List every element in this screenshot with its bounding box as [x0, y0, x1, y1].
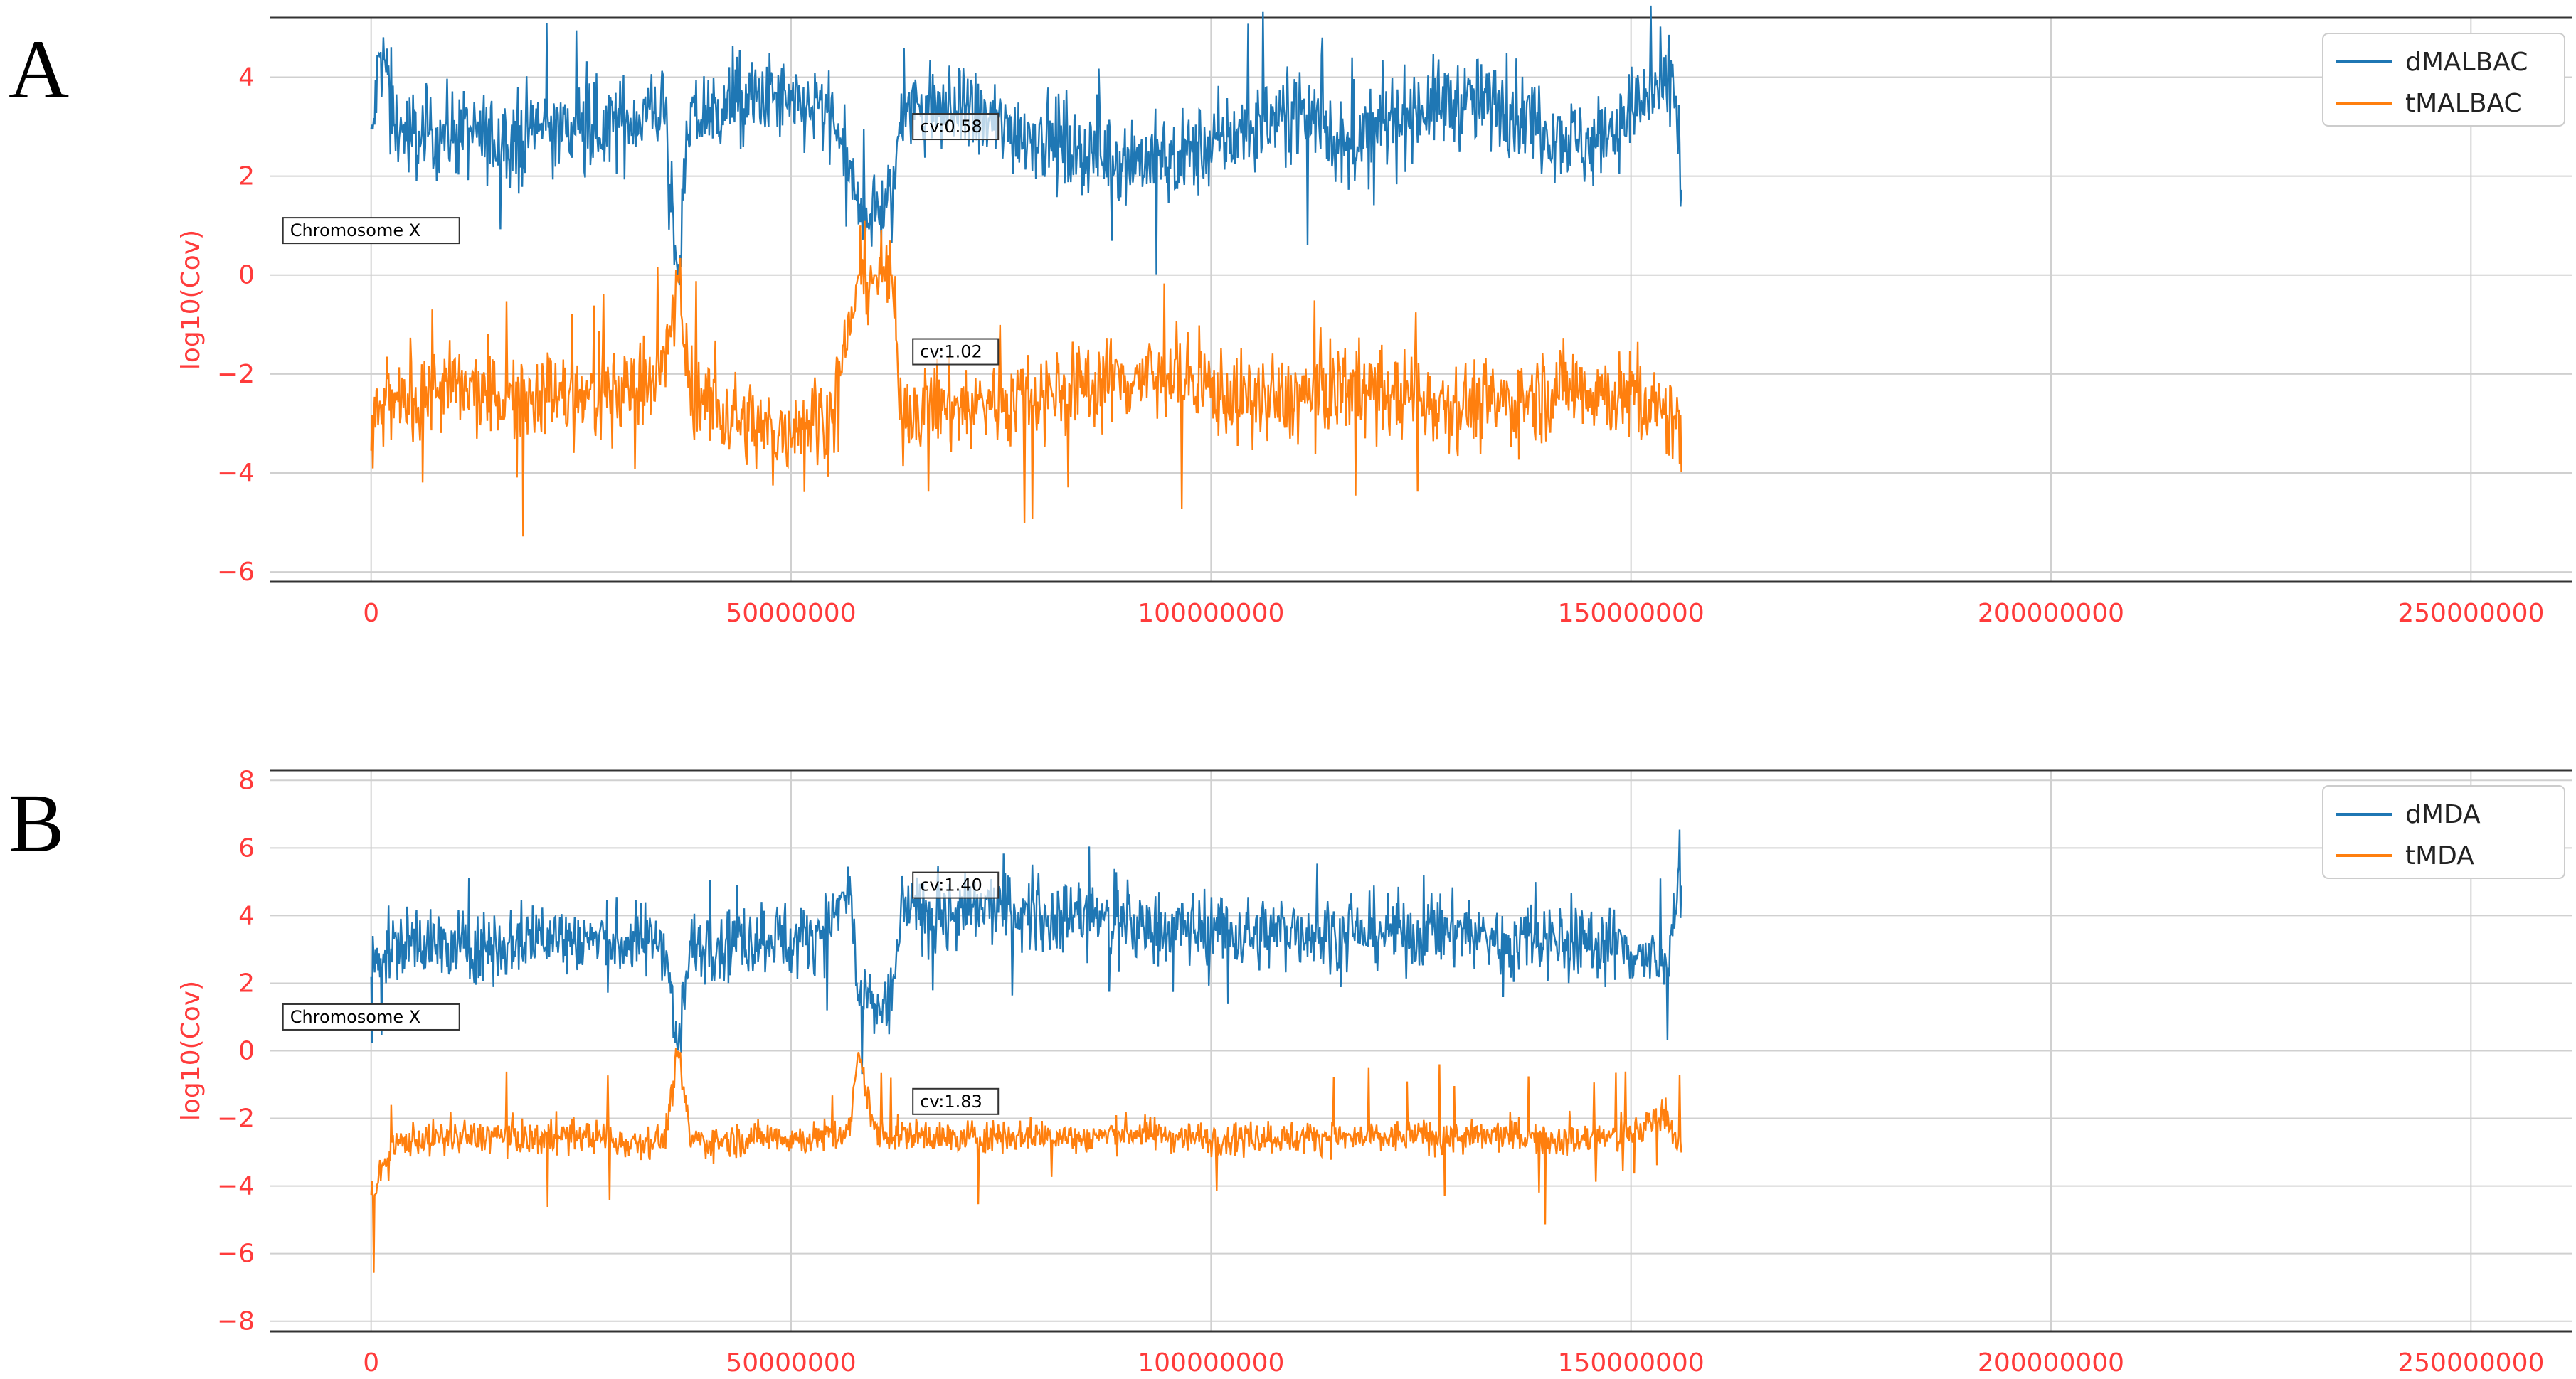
y-tick-label: 8	[238, 766, 255, 795]
panel-letter-a: A	[9, 23, 70, 116]
y-tick-label: 2	[238, 969, 255, 998]
svg-text:cv:1.02: cv:1.02	[920, 342, 982, 362]
chromosome-annotation: Chromosome X	[282, 1003, 460, 1031]
legend: dMALBAC tMALBAC	[2322, 33, 2565, 127]
y-tick-label: −2	[217, 360, 255, 389]
y-tick-label: 4	[238, 63, 255, 92]
x-tick-label: 0	[363, 599, 379, 628]
x-tick-label: 200000000	[1978, 1348, 2124, 1378]
y-tick-label: −6	[217, 558, 255, 587]
legend-label: tMALBAC	[2405, 89, 2522, 118]
x-tick-label: 250000000	[2397, 1348, 2544, 1378]
y-tick-label: −4	[217, 459, 255, 488]
panel-letter-b: B	[9, 777, 65, 870]
chromosome-annotation: Chromosome X	[282, 217, 460, 245]
chart-panel-b: 0 50000000 100000000 150000000 200000000 2500…	[176, 766, 2572, 1378]
x-tick-label: 100000000	[1138, 1348, 1284, 1378]
y-tick-label: 4	[238, 901, 255, 930]
x-tick-label: 50000000	[726, 1348, 856, 1378]
x-tick-label: 150000000	[1558, 599, 1705, 628]
x-tick-label: 50000000	[726, 599, 856, 628]
cv-annotation: cv:1.40	[912, 871, 1000, 899]
y-tick-label: −2	[217, 1104, 255, 1134]
cv-annotation: cv:1.83	[912, 1087, 1000, 1115]
x-tick-label: 100000000	[1138, 599, 1284, 628]
chart-panel-a: 0 50000000 100000000 150000000 200000000 2500…	[176, 5, 2572, 628]
y-axis-label: log10(Cov)	[176, 981, 206, 1121]
x-tick-label: 200000000	[1978, 599, 2124, 628]
series-line-tmalbac	[370, 220, 1682, 537]
legend-label: dMDA	[2405, 800, 2481, 829]
svg-text:cv:1.40: cv:1.40	[920, 875, 982, 895]
y-tick-label: −4	[217, 1172, 255, 1201]
svg-text:Chromosome X: Chromosome X	[290, 1007, 420, 1027]
y-tick-label: 2	[238, 162, 255, 191]
svg-text:cv:0.58: cv:0.58	[920, 117, 982, 137]
series-line-dmda	[370, 829, 1682, 1075]
x-tick-label: 150000000	[1558, 1348, 1705, 1378]
svg-text:cv:1.83: cv:1.83	[920, 1092, 982, 1112]
series-line-dmalbac	[370, 5, 1682, 286]
y-tick-label: 6	[238, 834, 255, 863]
legend-label: tMDA	[2405, 841, 2474, 870]
y-axis-label: log10(Cov)	[176, 230, 206, 370]
y-tick-label: 0	[238, 261, 255, 290]
y-tick-label: 0	[238, 1037, 255, 1066]
legend-label: dMALBAC	[2405, 48, 2528, 77]
series-line-tmda	[370, 1048, 1682, 1273]
y-tick-label: −6	[217, 1240, 255, 1269]
x-tick-label: 250000000	[2397, 599, 2544, 628]
cv-annotation: cv:1.02	[912, 338, 1000, 366]
cv-annotation: cv:0.58	[912, 113, 1000, 141]
legend: dMDA tMDA	[2322, 785, 2565, 879]
y-tick-label: −8	[217, 1307, 255, 1336]
x-tick-label: 0	[363, 1348, 379, 1378]
svg-text:Chromosome X: Chromosome X	[290, 220, 420, 240]
